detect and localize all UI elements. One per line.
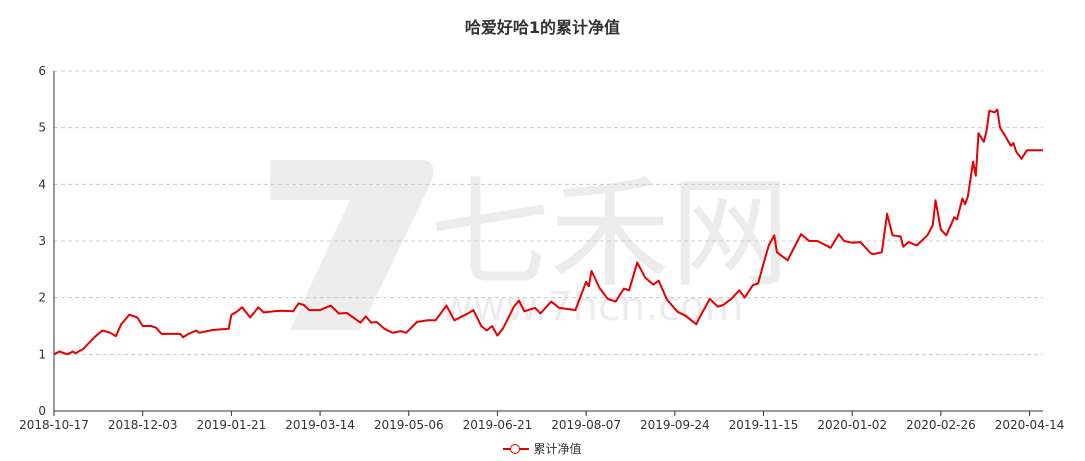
y-tick-label: 1 [38, 347, 46, 361]
x-tick-label: 2019-03-14 [285, 418, 355, 432]
x-tick-label: 2020-01-02 [817, 418, 887, 432]
legend-label: 累计净值 [533, 442, 582, 456]
y-tick-label: 0 [38, 404, 46, 418]
y-tick-label: 5 [38, 121, 46, 135]
x-tick-label: 2018-10-17 [19, 418, 89, 432]
x-tick-label: 2019-06-21 [463, 418, 533, 432]
x-tick-label: 2019-01-21 [197, 418, 267, 432]
y-tick-label: 6 [38, 64, 46, 78]
x-tick-label: 2019-05-06 [374, 418, 444, 432]
x-tick-label: 2019-08-07 [551, 418, 621, 432]
x-tick-label: 2020-02-26 [906, 418, 976, 432]
y-tick-label: 3 [38, 234, 46, 248]
x-tick-label: 2018-12-03 [108, 418, 178, 432]
chart-title: 哈爱好哈1的累计净值 [464, 18, 621, 37]
watermark-text: 七禾网 [430, 165, 790, 304]
legend[interactable]: 累计净值 [0, 440, 1085, 457]
x-tick-label: 2019-09-24 [640, 418, 710, 432]
watermark-logo-icon [270, 160, 434, 330]
x-tick-label: 2020-04-14 [995, 418, 1065, 432]
y-tick-label: 4 [38, 177, 46, 191]
watermark: 七禾网 www.7hcn.com [270, 160, 790, 330]
legend-line-marker-icon [503, 443, 530, 455]
x-tick-label: 2019-11-15 [729, 418, 799, 432]
y-tick-label: 2 [38, 291, 46, 305]
